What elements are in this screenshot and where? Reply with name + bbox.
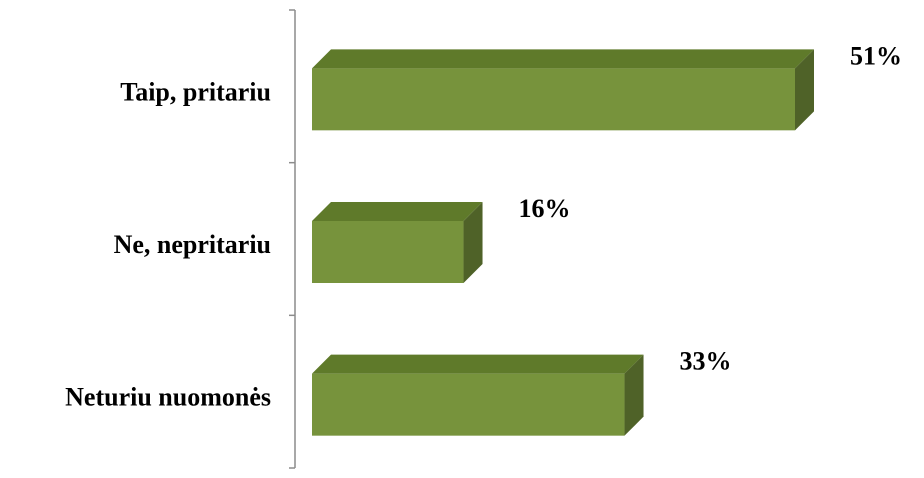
bar-top-face (312, 354, 644, 374)
bar-side-face (624, 354, 644, 436)
bar-layer (312, 49, 814, 436)
bar-front-face (312, 221, 464, 283)
bar-side-face (795, 49, 814, 131)
bar (312, 354, 644, 436)
category-label: Neturiu nuomonės (65, 383, 271, 412)
bar (312, 202, 483, 283)
category-label: Taip, pritariu (120, 77, 271, 106)
category-label: Ne, nepritariu (114, 230, 271, 259)
label-layer: Taip, pritariu 51% Ne, nepritariu 16% Neturi… (65, 41, 902, 411)
bar-side-face (463, 202, 483, 283)
value-label: 33% (680, 347, 732, 376)
bar-front-face (312, 68, 795, 131)
bar (312, 49, 814, 131)
bar-top-face (312, 202, 483, 221)
bar-top-face (312, 49, 814, 69)
axis-layer (289, 9, 296, 469)
bar-front-face (312, 373, 625, 436)
value-label: 51% (850, 41, 902, 70)
value-label: 16% (519, 194, 571, 223)
